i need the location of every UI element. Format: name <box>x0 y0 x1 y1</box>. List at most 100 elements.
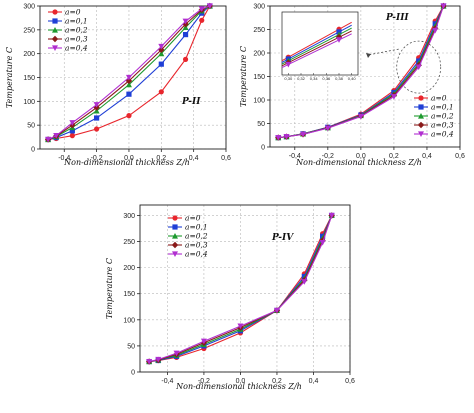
data-point <box>198 6 205 12</box>
legend-marker <box>172 215 178 221</box>
legend: a=0a=0,1a=0,2a=0,3a=0,4 <box>48 8 88 53</box>
y-tick-label: 100 <box>123 317 135 324</box>
x-tick-label: 0,0 <box>236 378 246 385</box>
data-point <box>125 74 132 81</box>
data-point <box>125 77 133 85</box>
data-point <box>158 46 165 54</box>
y-tick-label: 150 <box>123 291 135 298</box>
y-tick-label: 100 <box>253 98 265 105</box>
data-point <box>182 32 189 38</box>
y-tick-label: 300 <box>23 4 35 11</box>
y-tick-label: 250 <box>253 27 265 34</box>
legend-entry: a=0,4 <box>431 130 454 139</box>
legend-marker <box>52 18 58 24</box>
y-tick-label: 300 <box>123 213 135 220</box>
legend-marker <box>52 27 58 33</box>
legend-marker <box>418 95 424 101</box>
inset-tick-label: 0,34 <box>310 76 319 81</box>
panel-label: P-II <box>181 97 201 107</box>
legend-entry: a=0,1 <box>65 17 88 26</box>
inset-point <box>336 37 342 43</box>
legend-entry: a=0,3 <box>65 35 88 44</box>
x-tick-label: 0,4 <box>189 155 199 162</box>
x-tick-label: -0,2 <box>91 155 103 162</box>
y-tick-label: 100 <box>23 99 35 106</box>
data-point <box>69 133 75 139</box>
data-point <box>53 133 60 139</box>
data-point <box>158 50 165 57</box>
legend: a=0a=0,1a=0,2a=0,3a=0,4 <box>414 94 454 139</box>
inset-tick-label: 0,30 <box>284 76 293 81</box>
y-tick-label: 50 <box>257 121 265 128</box>
legend-entry: a=0,4 <box>185 250 208 259</box>
inset-tick-label: 0,32 <box>297 76 306 81</box>
legend-entry: a=0 <box>185 214 201 223</box>
data-point <box>69 128 75 134</box>
panel-label: P-III <box>385 13 409 23</box>
data-point <box>415 64 422 71</box>
data-point <box>45 136 52 143</box>
legend-marker <box>52 9 58 15</box>
x-tick-label: 0,4 <box>422 153 432 160</box>
x-tick-label: -0,4 <box>161 378 173 385</box>
data-point <box>158 61 164 67</box>
y-tick-label: 150 <box>23 75 35 82</box>
zoom-arrow <box>367 48 399 56</box>
x-axis-label: Non-dimensional thickness Z/h <box>63 158 190 167</box>
panel-p-iv: -0,4 -0,2 0,0 0,2 0,4 0,6 0 50 100 150 200 250 300 No… <box>105 204 355 391</box>
zoom-inset: 0,30 0,32 0,34 0,36 0,38 0,40 <box>281 11 442 94</box>
legend-marker <box>51 35 59 43</box>
data-point <box>69 120 76 126</box>
data-point <box>432 27 439 34</box>
y-tick-label: 50 <box>27 123 35 130</box>
legend-marker <box>172 224 178 230</box>
inset-tick-label: 0,40 <box>348 76 357 81</box>
legend: a=0a=0,1a=0,2a=0,3a=0,4 <box>168 214 208 259</box>
x-tick-label: -0,4 <box>58 155 70 162</box>
data-point <box>155 356 162 363</box>
legend-entry: a=0,1 <box>185 223 208 232</box>
x-tick-label: 0,2 <box>156 155 166 162</box>
legend-entry: a=0,2 <box>431 112 454 121</box>
data-point <box>158 89 164 95</box>
inset-tick-label: 0,38 <box>335 76 344 81</box>
x-tick-label: 0,4 <box>309 378 319 385</box>
y-tick-label: 250 <box>23 27 35 34</box>
series-a-0-4 <box>275 3 447 141</box>
data-point <box>237 323 244 330</box>
inset-frame <box>281 11 359 76</box>
data-point <box>173 350 180 357</box>
panel-p-iii: -0,4 -0,2 0,0 0,2 0,4 0,6 0 50 100 150 200 250 300 No… <box>239 2 465 167</box>
y-tick-label: 200 <box>123 265 135 272</box>
y-tick-label: 0 <box>31 147 35 154</box>
x-tick-label: 0,0 <box>124 155 134 162</box>
data-point <box>93 102 100 108</box>
x-tick-label: 0,2 <box>272 378 282 385</box>
legend-entry: a=0,1 <box>431 103 454 112</box>
y-tick-label: 150 <box>253 74 265 81</box>
data-point <box>182 18 189 25</box>
legend-entry: a=0,2 <box>65 26 88 35</box>
x-tick-label: -0,4 <box>289 153 301 160</box>
data-point <box>94 115 100 121</box>
panel-p-ii: -0,4 -0,2 0,0 0,2 0,4 0,6 0 50 100 150 200 250 300 No… <box>5 2 231 167</box>
y-tick-label: 50 <box>127 343 135 350</box>
data-point <box>357 113 364 120</box>
data-point <box>328 212 335 219</box>
x-axis-label: Non-dimensional thickness Z/h <box>175 382 302 391</box>
data-point <box>206 3 213 9</box>
y-tick-label: 200 <box>253 51 265 58</box>
data-point <box>126 91 132 97</box>
data-point <box>440 3 447 9</box>
legend-entry: a=0,4 <box>65 44 88 53</box>
data-point <box>390 94 397 100</box>
y-tick-label: 200 <box>23 51 35 58</box>
legend-entry: a=0,2 <box>185 232 208 241</box>
panel-label: P-IV <box>271 233 294 243</box>
y-tick-label: 250 <box>123 239 135 246</box>
data-point <box>125 81 132 88</box>
data-point <box>199 17 205 23</box>
x-axis-label: Non-dimensional thickness Z/h <box>295 158 422 167</box>
data-point <box>275 135 282 141</box>
